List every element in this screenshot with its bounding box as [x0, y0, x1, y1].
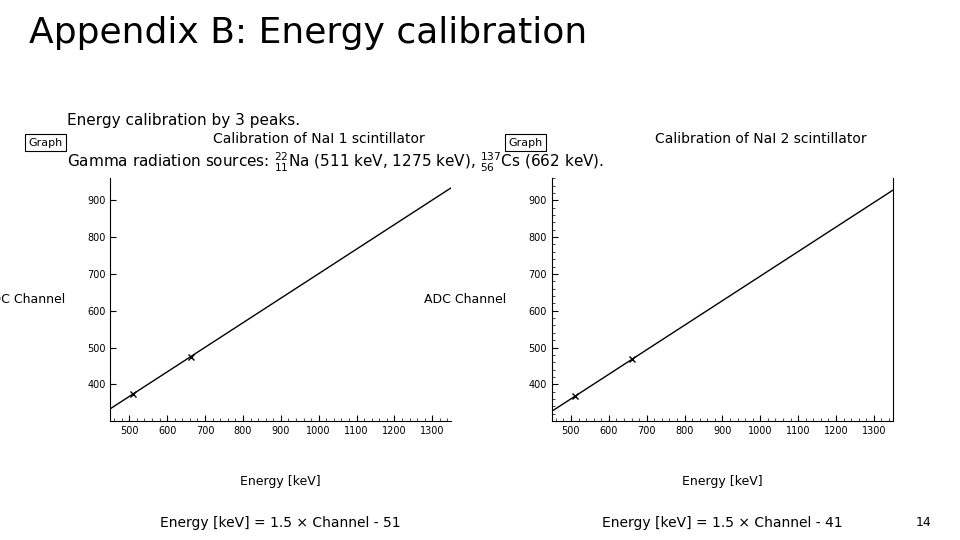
Text: Graph: Graph	[509, 138, 543, 148]
Text: Energy calibration by 3 peaks.: Energy calibration by 3 peaks.	[67, 113, 300, 129]
Text: Graph: Graph	[29, 138, 63, 148]
Text: Appendix B: Energy calibration: Appendix B: Energy calibration	[29, 16, 588, 50]
Text: 14: 14	[916, 516, 931, 529]
Text: Gamma radiation sources: $\mathregular{^{22}_{11}}$Na (511 keV, 1275 keV), $\mat: Gamma radiation sources: $\mathregular{^…	[67, 151, 604, 174]
Text: ADC Channel: ADC Channel	[0, 293, 65, 306]
Text: Calibration of NaI 2 scintillator: Calibration of NaI 2 scintillator	[655, 132, 867, 146]
Text: Energy [keV] = 1.5 × Channel - 51: Energy [keV] = 1.5 × Channel - 51	[160, 516, 401, 530]
Text: ADC Channel: ADC Channel	[424, 293, 507, 306]
Text: Energy [keV]: Energy [keV]	[683, 475, 762, 488]
Text: Energy [keV]: Energy [keV]	[241, 475, 321, 488]
Text: Energy [keV] = 1.5 × Channel - 41: Energy [keV] = 1.5 × Channel - 41	[602, 516, 843, 530]
Text: Calibration of NaI 1 scintillator: Calibration of NaI 1 scintillator	[213, 132, 425, 146]
